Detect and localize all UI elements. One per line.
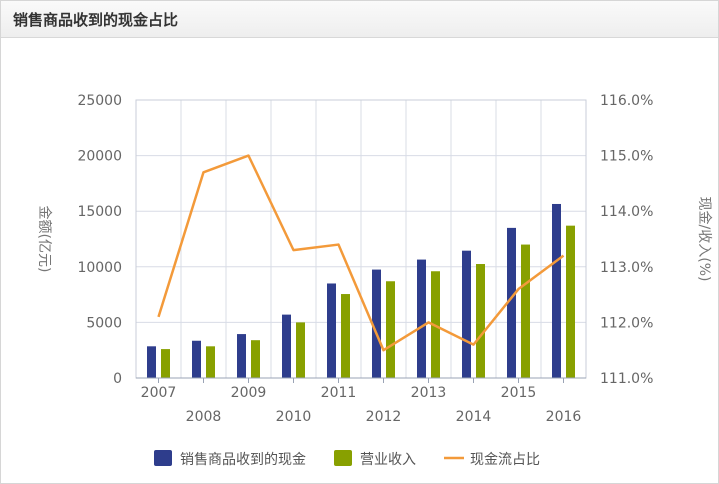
y-right-tick-label: 116.0% bbox=[600, 93, 653, 109]
grid-lines bbox=[135, 99, 587, 379]
y-left-tick-label: 15000 bbox=[77, 204, 122, 220]
bar-cash bbox=[282, 314, 291, 378]
bar-revenue bbox=[251, 340, 260, 378]
bar-cash bbox=[147, 346, 156, 378]
y-left-tick-label: 20000 bbox=[77, 149, 122, 165]
legend-item-ratio-label: 现金流占比 bbox=[470, 452, 540, 468]
y-left-tick-label: 10000 bbox=[77, 260, 122, 276]
legend: 销售商品收到的现金 营业收入 现金流占比 bbox=[154, 450, 540, 468]
legend-item-revenue-swatch bbox=[334, 450, 352, 466]
bar-cash bbox=[327, 283, 336, 378]
legend-item-cash-swatch bbox=[154, 450, 172, 466]
bar-revenue bbox=[206, 346, 215, 378]
panel-title: 销售商品收到的现金占比 bbox=[13, 11, 179, 29]
bar-revenue bbox=[161, 349, 170, 378]
bar-cash bbox=[192, 340, 201, 378]
x-tick-label: 2011 bbox=[321, 385, 357, 401]
bar-cash bbox=[237, 334, 246, 378]
x-tick-label: 2007 bbox=[141, 385, 177, 401]
y-right-tick-label: 115.0% bbox=[600, 149, 653, 165]
x-tick-label: 2010 bbox=[276, 409, 312, 425]
y-left-axis-title: 金额(亿元) bbox=[36, 206, 52, 273]
axes: 0 5000 10000 15000 20000 25000 111.0% 112.0% 113… bbox=[36, 93, 712, 425]
legend-item-revenue-label: 营业收入 bbox=[360, 452, 416, 468]
x-tick-label: 2012 bbox=[366, 409, 402, 425]
line-cash-ratio bbox=[157, 154, 565, 352]
bar-revenue bbox=[296, 322, 305, 378]
x-tick-label: 2013 bbox=[411, 385, 447, 401]
bar-revenue bbox=[566, 225, 575, 378]
bar-revenue bbox=[386, 281, 395, 378]
x-tick-label: 2016 bbox=[546, 409, 582, 425]
y-right-tick-label: 114.0% bbox=[600, 204, 653, 220]
legend-item-cash-label: 销售商品收到的现金 bbox=[180, 452, 306, 468]
x-tick-label: 2009 bbox=[231, 385, 267, 401]
line-series bbox=[157, 154, 565, 352]
y-right-tick-label: 111.0% bbox=[600, 371, 653, 387]
bar-revenue bbox=[341, 294, 350, 378]
y-right-tick-label: 112.0% bbox=[600, 315, 653, 331]
y-right-axis-title: 现金/收入(%) bbox=[696, 197, 712, 282]
x-tick-label: 2014 bbox=[456, 409, 492, 425]
x-tick-label: 2008 bbox=[186, 409, 222, 425]
panel-header: 销售商品收到的现金占比 bbox=[1, 1, 718, 38]
x-tick-label: 2015 bbox=[501, 385, 537, 401]
bar-revenue bbox=[476, 264, 485, 378]
bar-revenue bbox=[521, 244, 530, 378]
bar-cash bbox=[462, 250, 471, 378]
bar-cash bbox=[417, 259, 426, 378]
y-left-tick-label: 5000 bbox=[86, 315, 122, 331]
bar-cash bbox=[372, 269, 381, 378]
bar-cash bbox=[507, 227, 516, 378]
y-right-tick-label: 113.0% bbox=[600, 260, 653, 276]
y-left-tick-label: 25000 bbox=[77, 93, 122, 109]
bar-cash bbox=[552, 203, 561, 378]
y-left-tick-label: 0 bbox=[113, 371, 122, 387]
